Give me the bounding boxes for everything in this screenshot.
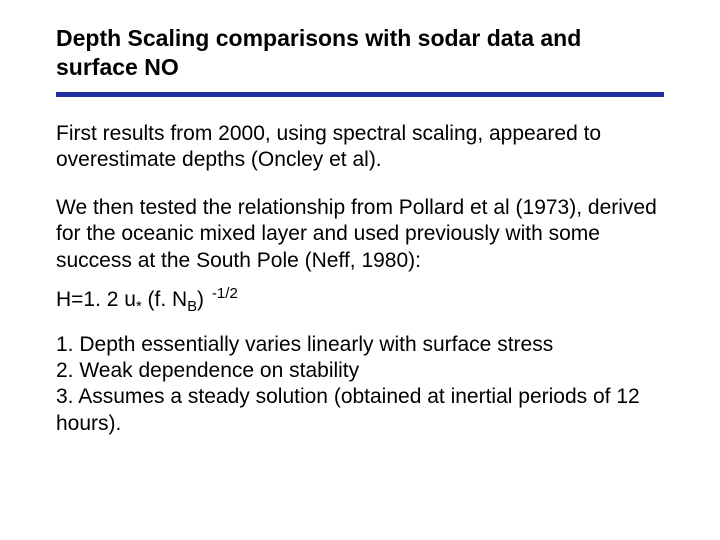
- formula-sub-b: B: [187, 299, 197, 315]
- list-item: 3. Assumes a steady solution (obtained a…: [56, 384, 664, 437]
- title-underline: [56, 92, 664, 97]
- formula-exponent: -1/2: [212, 285, 238, 302]
- paragraph-2: We then tested the relationship from Pol…: [56, 195, 664, 274]
- formula-prefix: H=1. 2 u: [56, 288, 136, 311]
- formula-close: ): [197, 288, 210, 311]
- slide-body: First results from 2000, using spectral …: [56, 121, 664, 437]
- list-item: 2. Weak dependence on stability: [56, 358, 664, 384]
- slide: Depth Scaling comparisons with sodar dat…: [0, 0, 720, 540]
- slide-title: Depth Scaling comparisons with sodar dat…: [56, 24, 664, 82]
- formula: H=1. 2 u* (f. NB) -1/2: [56, 288, 664, 312]
- paragraph-1: First results from 2000, using spectral …: [56, 121, 664, 174]
- formula-mid: (f. N: [142, 288, 188, 311]
- list-item: 1. Depth essentially varies linearly wit…: [56, 332, 664, 358]
- numbered-list: 1. Depth essentially varies linearly wit…: [56, 332, 664, 437]
